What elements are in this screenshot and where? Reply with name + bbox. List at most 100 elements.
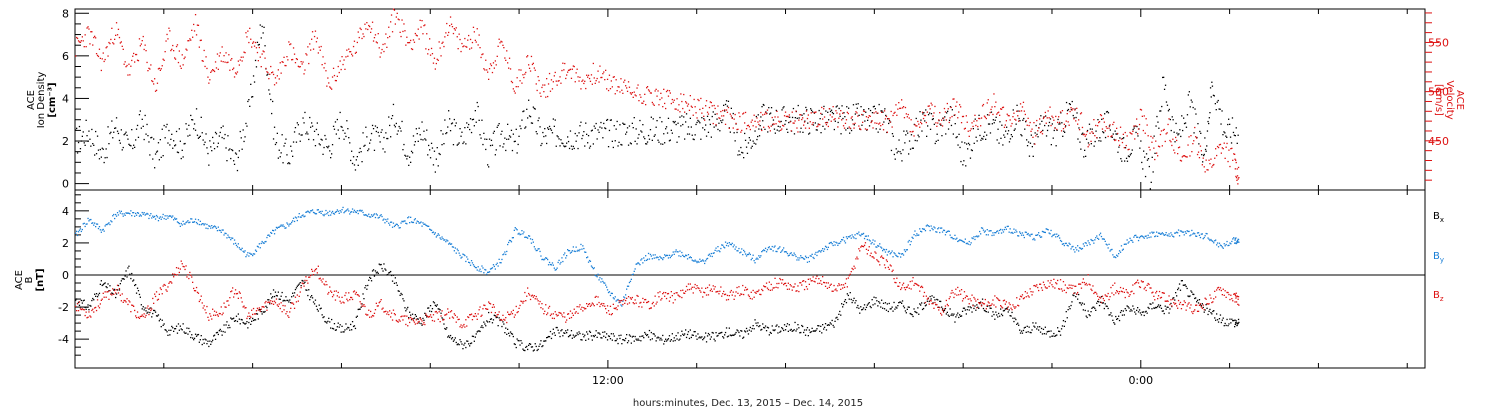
data-point — [947, 230, 949, 232]
data-point — [537, 119, 539, 122]
data-point — [212, 136, 214, 139]
data-point — [408, 164, 410, 166]
data-point — [689, 329, 691, 331]
data-point — [203, 143, 205, 146]
data-point — [811, 253, 813, 255]
data-point — [602, 280, 604, 283]
data-point — [1137, 311, 1140, 313]
data-point — [328, 82, 330, 84]
data-point — [678, 339, 680, 341]
data-point — [816, 126, 818, 128]
data-point — [373, 213, 376, 215]
data-point — [1095, 309, 1097, 311]
data-point — [1006, 133, 1009, 135]
data-point — [737, 154, 739, 156]
data-point — [690, 257, 692, 259]
data-point — [1091, 307, 1093, 309]
data-point — [493, 67, 495, 69]
data-point — [1152, 171, 1154, 173]
data-point — [874, 108, 876, 110]
data-point — [970, 149, 973, 151]
data-point — [305, 53, 307, 55]
data-point — [531, 346, 534, 348]
data-point — [727, 245, 730, 247]
data-point — [1115, 139, 1117, 141]
data-point — [766, 326, 769, 328]
data-point — [260, 242, 262, 245]
data-point — [457, 343, 459, 345]
data-point — [116, 130, 119, 132]
data-point — [508, 335, 511, 337]
data-point — [951, 109, 953, 111]
data-point — [402, 149, 404, 151]
data-point — [444, 36, 446, 38]
data-point — [1170, 141, 1172, 143]
data-point — [925, 225, 927, 227]
data-point — [925, 109, 927, 111]
data-point — [812, 122, 814, 124]
data-point — [399, 294, 401, 296]
data-point — [131, 129, 133, 131]
data-point — [961, 141, 963, 143]
data-point — [1146, 237, 1148, 239]
data-point — [858, 125, 860, 127]
data-point — [1178, 283, 1181, 285]
data-point — [912, 237, 914, 239]
data-point — [206, 67, 208, 70]
data-point — [322, 214, 324, 216]
data-point — [499, 262, 501, 264]
data-point — [718, 250, 720, 252]
data-point — [885, 114, 887, 117]
data-point — [1026, 145, 1029, 147]
data-point — [744, 253, 747, 255]
data-point — [239, 323, 241, 325]
data-point — [537, 248, 539, 250]
data-point — [580, 243, 582, 246]
data-point — [552, 81, 554, 83]
data-point — [163, 323, 165, 325]
data-point — [551, 88, 554, 90]
data-point — [611, 339, 613, 341]
data-point — [1000, 313, 1003, 315]
data-point — [604, 127, 606, 129]
data-point — [913, 135, 915, 137]
data-point — [140, 304, 142, 306]
data-point — [490, 318, 493, 320]
data-point — [713, 104, 715, 107]
data-point — [283, 299, 285, 301]
data-point — [838, 117, 840, 119]
data-point — [521, 230, 523, 232]
data-point — [708, 106, 711, 109]
data-point — [1165, 308, 1167, 310]
data-point — [948, 230, 950, 232]
data-point — [218, 330, 220, 332]
data-point — [980, 125, 982, 127]
data-point — [944, 307, 947, 310]
data-point — [551, 333, 554, 335]
data-point — [348, 48, 350, 50]
data-point — [998, 111, 1000, 113]
data-point — [830, 120, 832, 122]
data-point — [174, 328, 176, 330]
data-point — [923, 302, 926, 304]
data-point — [570, 251, 573, 253]
data-point — [1000, 137, 1002, 139]
data-point — [449, 336, 451, 339]
data-point — [830, 241, 832, 244]
data-point — [944, 234, 947, 236]
data-point — [751, 257, 753, 259]
data-point — [515, 86, 517, 88]
data-point — [567, 71, 569, 73]
data-point — [755, 322, 757, 324]
data-point — [778, 326, 780, 328]
data-point — [1187, 94, 1189, 96]
data-point — [287, 223, 289, 225]
data-point — [999, 315, 1001, 317]
data-point — [590, 130, 593, 132]
data-point — [1030, 134, 1032, 136]
data-point — [414, 218, 416, 220]
data-point — [235, 73, 238, 75]
data-point — [1003, 134, 1005, 136]
data-point — [904, 250, 907, 253]
data-point — [265, 305, 267, 307]
